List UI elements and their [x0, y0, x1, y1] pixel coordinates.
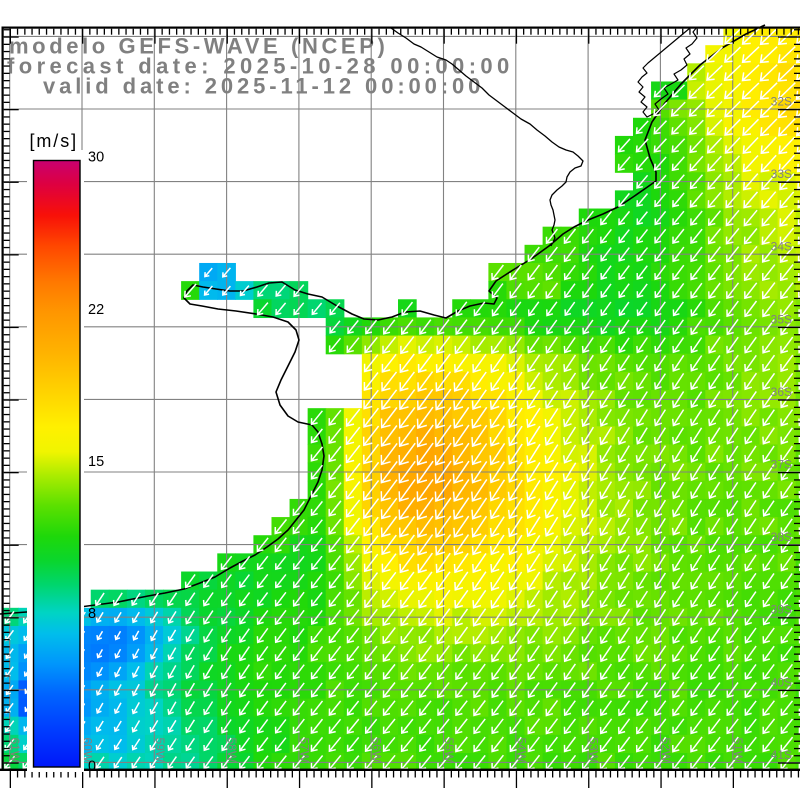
svg-text:36S: 36S: [771, 385, 792, 399]
svg-text:57W: 57W: [297, 738, 311, 763]
svg-text:54W: 54W: [514, 738, 528, 763]
svg-text:53W: 53W: [587, 738, 601, 763]
svg-text:52W: 52W: [659, 738, 673, 763]
svg-text:modelo GEFS-WAVE (NCEP): modelo GEFS-WAVE (NCEP): [9, 34, 388, 59]
svg-text:32S: 32S: [771, 95, 792, 109]
svg-text:35S: 35S: [771, 312, 792, 326]
svg-text:38S: 38S: [771, 530, 792, 544]
svg-text:56W: 56W: [370, 738, 384, 763]
svg-text:40S: 40S: [771, 675, 792, 689]
svg-text:39S: 39S: [771, 603, 792, 617]
svg-text:22: 22: [88, 302, 104, 318]
svg-text:30: 30: [88, 150, 104, 166]
svg-text:37S: 37S: [771, 458, 792, 472]
svg-text:[m/s]: [m/s]: [30, 131, 79, 151]
svg-text:15: 15: [88, 454, 104, 470]
svg-text:55W: 55W: [442, 738, 456, 763]
svg-text:51W: 51W: [731, 738, 745, 763]
svg-text:61W: 61W: [8, 738, 22, 763]
svg-text:33S: 33S: [771, 167, 792, 181]
svg-text:34S: 34S: [771, 240, 792, 254]
svg-text:58W: 58W: [225, 738, 239, 763]
svg-text:41S: 41S: [771, 748, 792, 762]
svg-text:forecast date: 2025-10-28 00:0: forecast date: 2025-10-28 00:00:00: [7, 54, 514, 79]
svg-text:valid date: 2025-11-12 00:00:0: valid date: 2025-11-12 00:00:00: [43, 74, 484, 99]
svg-text:0: 0: [88, 759, 96, 775]
svg-text:59W: 59W: [153, 738, 167, 763]
svg-text:8: 8: [88, 606, 96, 622]
